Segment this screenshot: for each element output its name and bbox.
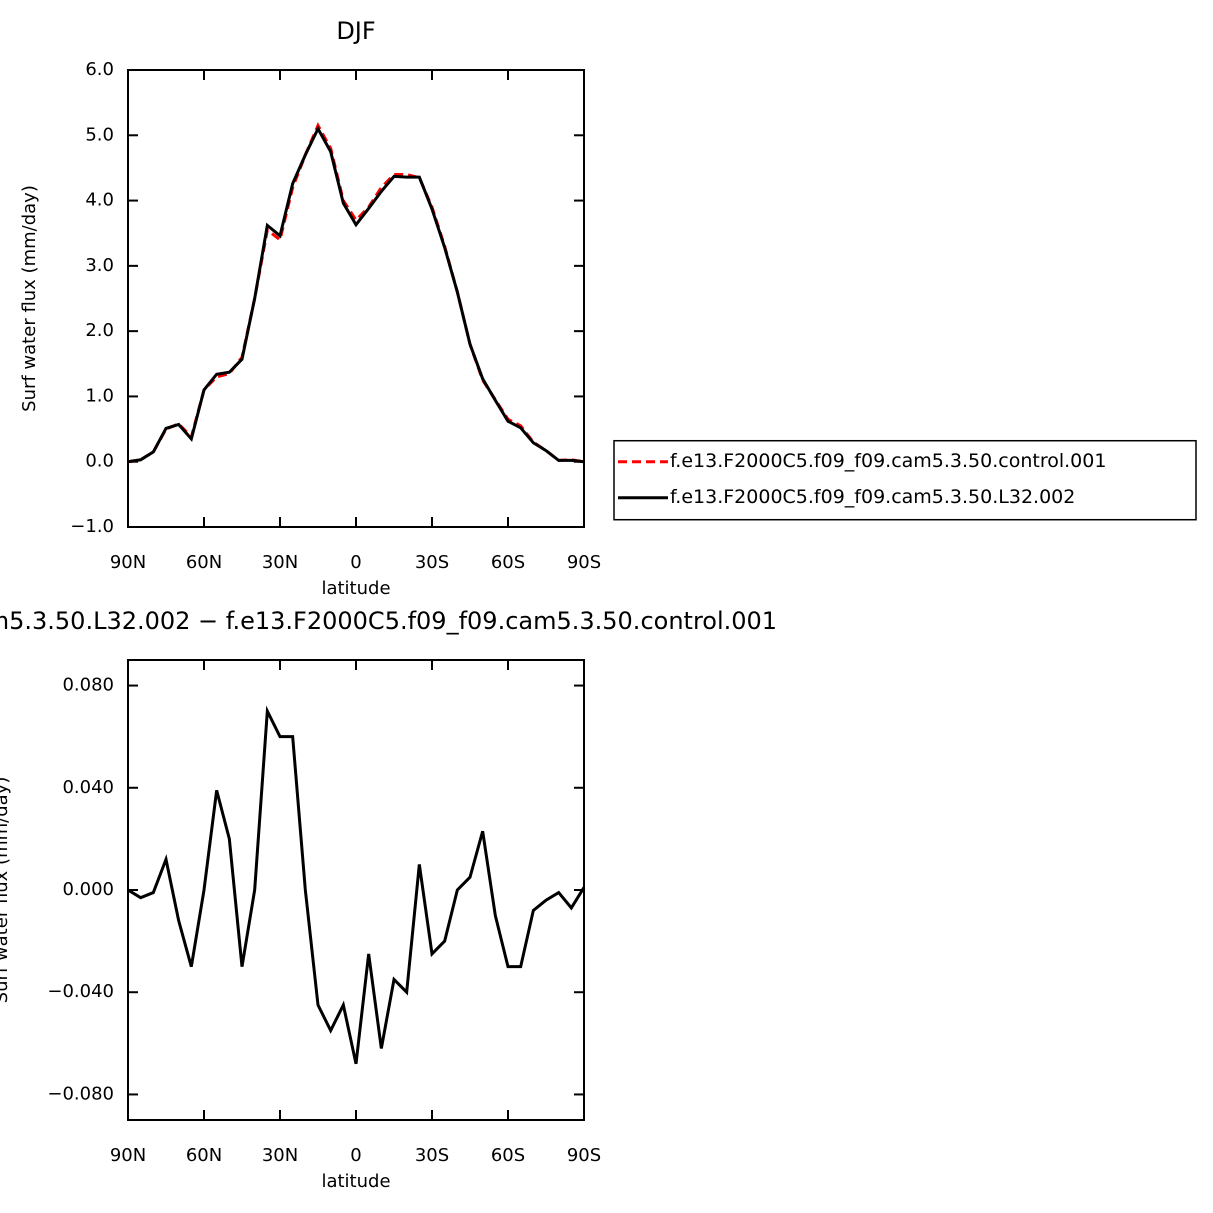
data-line xyxy=(127,705,586,1065)
x-tick-label: 90S xyxy=(567,552,601,573)
plot-frame xyxy=(127,69,585,528)
data-line xyxy=(127,125,585,464)
x-tick-label: 30S xyxy=(415,1145,449,1166)
y-tick-label: 4.0 xyxy=(85,190,114,211)
x-tick-label: 30N xyxy=(262,1145,298,1166)
x-axis-label: latitude xyxy=(321,578,390,599)
x-axis-label: latitude xyxy=(321,1171,390,1192)
data-line xyxy=(127,122,585,464)
x-tick-label: 0 xyxy=(350,1145,361,1166)
x-tick-label: 30S xyxy=(415,552,449,573)
y-tick-label: 5.0 xyxy=(85,124,114,145)
y-tick-label: 0.040 xyxy=(62,777,114,798)
x-tick-label: 60S xyxy=(491,552,525,573)
chart-title: 9.cam5.3.50.L32.002 − f.e13.F2000C5.f09_… xyxy=(0,607,777,635)
x-tick-label: 90N xyxy=(110,1145,146,1166)
y-tick-label: 2.0 xyxy=(85,320,114,341)
y-tick-label: 0.000 xyxy=(62,879,114,900)
x-tick-label: 0 xyxy=(350,552,361,573)
x-tick-label: 90S xyxy=(567,1145,601,1166)
y-tick-label: 3.0 xyxy=(85,255,114,276)
legend-label: f.e13.F2000C5.f09_f09.cam5.3.50.L32.002 xyxy=(670,486,1075,508)
y-tick-label: −0.080 xyxy=(47,1083,114,1104)
y-tick-label: 0.0 xyxy=(85,451,114,472)
x-tick-label: 60N xyxy=(186,1145,222,1166)
y-tick-label: −0.040 xyxy=(47,981,114,1002)
y-axis-label: Surf water flux (mm/day) xyxy=(19,185,40,412)
x-tick-label: 90N xyxy=(110,552,146,573)
y-tick-label: 1.0 xyxy=(85,385,114,406)
y-tick-label: 6.0 xyxy=(85,59,114,80)
x-tick-label: 30N xyxy=(262,552,298,573)
chart-title: DJF xyxy=(336,17,375,45)
legend-label: f.e13.F2000C5.f09_f09.cam5.3.50.control.… xyxy=(670,450,1106,472)
x-tick-label: 60S xyxy=(491,1145,525,1166)
x-tick-label: 60N xyxy=(186,552,222,573)
legend-box xyxy=(613,439,1197,521)
y-tick-label: 0.080 xyxy=(62,675,114,696)
y-axis-label: Surf water flux (mm/day) xyxy=(0,777,12,1004)
y-tick-label: −1.0 xyxy=(70,516,114,537)
